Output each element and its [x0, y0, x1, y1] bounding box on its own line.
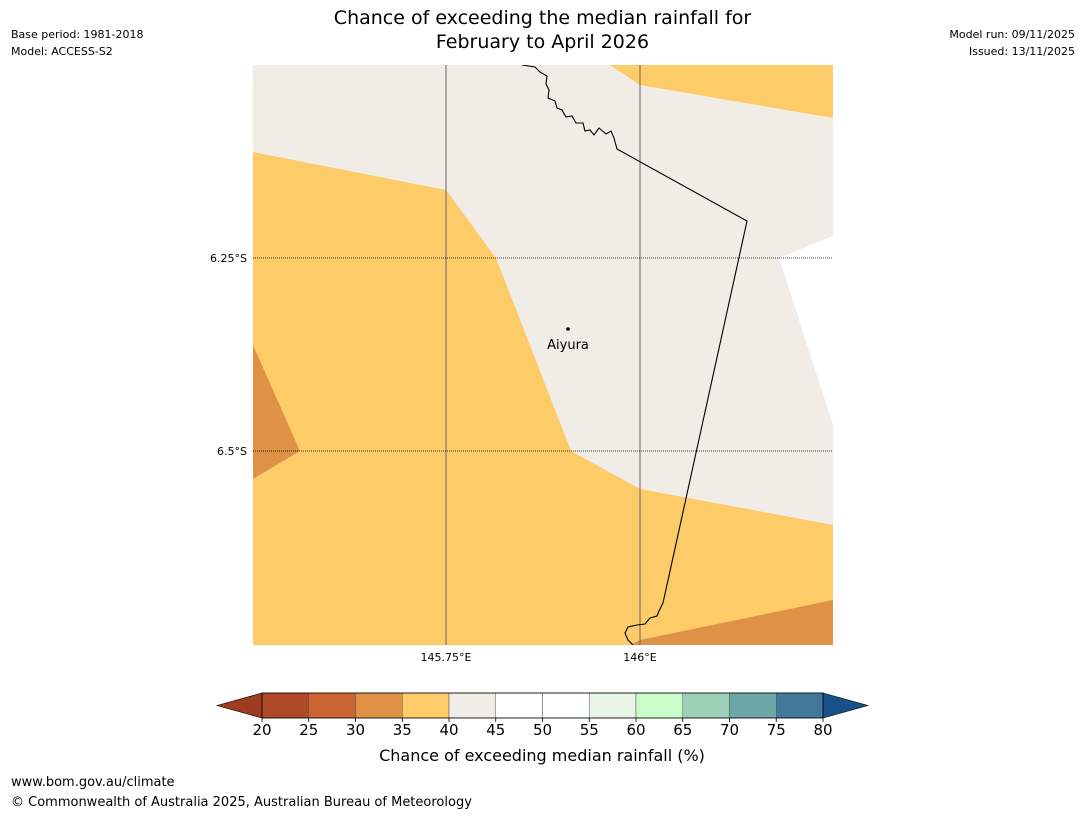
colorbar-segment	[589, 692, 637, 719]
colorbar-segment	[495, 692, 543, 719]
probability-region-35-40	[253, 65, 833, 645]
colorbar-tick-label: 20	[252, 721, 271, 739]
lon-label-145-75: 145.75°E	[421, 651, 472, 664]
probability-region-45-50	[779, 236, 833, 425]
model-run: Model run: 09/11/2025	[949, 28, 1075, 41]
colorbar-tick-label: 55	[580, 721, 599, 739]
colorbar-title: Chance of exceeding median rainfall (%)	[379, 746, 705, 765]
colorbar-segment	[542, 692, 590, 719]
colorbar-segment	[355, 692, 403, 719]
colorbar-segment	[776, 692, 824, 719]
probability-region-35-40-north	[610, 65, 833, 118]
colorbar-segment	[308, 692, 356, 719]
footer-copyright: © Commonwealth of Australia 2025, Austra…	[11, 795, 472, 810]
colorbar-tick-label: 35	[393, 721, 412, 739]
colorbar-tick-label: 80	[813, 721, 832, 739]
colorbar-tick-label: 70	[720, 721, 739, 739]
metadata-right: Model run: 09/11/2025 Issued: 13/11/2025	[949, 26, 1075, 60]
colorbar-tick-label: 30	[346, 721, 365, 739]
issued-date: Issued: 13/11/2025	[968, 45, 1075, 58]
lat-label-6-5: 6.5°S	[217, 445, 247, 458]
title-line-1: Chance of exceeding the median rainfall …	[333, 7, 752, 29]
title-line-2: February to April 2026	[435, 31, 650, 53]
colorbar-segment	[635, 692, 683, 719]
colorbar-tick-label: 75	[767, 721, 786, 739]
lat-label-6-25: 6.25°S	[210, 252, 247, 265]
provincial-boundary	[521, 65, 748, 645]
colorbar-tick-label: 40	[439, 721, 458, 739]
colorbar-tick-label: 50	[533, 721, 552, 739]
colorbar-segment	[261, 692, 309, 719]
aiyura-marker	[566, 327, 570, 331]
metadata-left: Base period: 1981-2018 Model: ACCESS-S2	[11, 26, 143, 60]
colorbar-tick-label: 60	[626, 721, 645, 739]
lon-label-146: 146°E	[623, 651, 656, 664]
colorbar-segment	[448, 692, 496, 719]
probability-region-30-35-west	[253, 345, 300, 479]
colorbar-tick-label: 45	[486, 721, 505, 739]
model-name: Model: ACCESS-S2	[11, 45, 113, 58]
base-period: Base period: 1981-2018	[11, 28, 144, 41]
colorbar-segment	[402, 692, 450, 719]
colorbar-extend-low	[215, 692, 263, 719]
colorbar-tick-label: 25	[299, 721, 318, 739]
colorbar: 20 25 30 35 40 45 50 55 60 65 70 75 80	[215, 692, 870, 739]
place-label-aiyura: Aiyura	[547, 338, 589, 353]
map-plot-area	[253, 65, 833, 645]
footer-url: www.bom.gov.au/climate	[11, 775, 175, 790]
colorbar-segment	[682, 692, 730, 719]
colorbar-tick-label: 65	[673, 721, 692, 739]
colorbar-segment	[729, 692, 777, 719]
colorbar-extend-high	[822, 692, 870, 719]
probability-region-30-35-south	[630, 600, 833, 645]
map-title: Chance of exceeding the median rainfall …	[0, 6, 1085, 54]
